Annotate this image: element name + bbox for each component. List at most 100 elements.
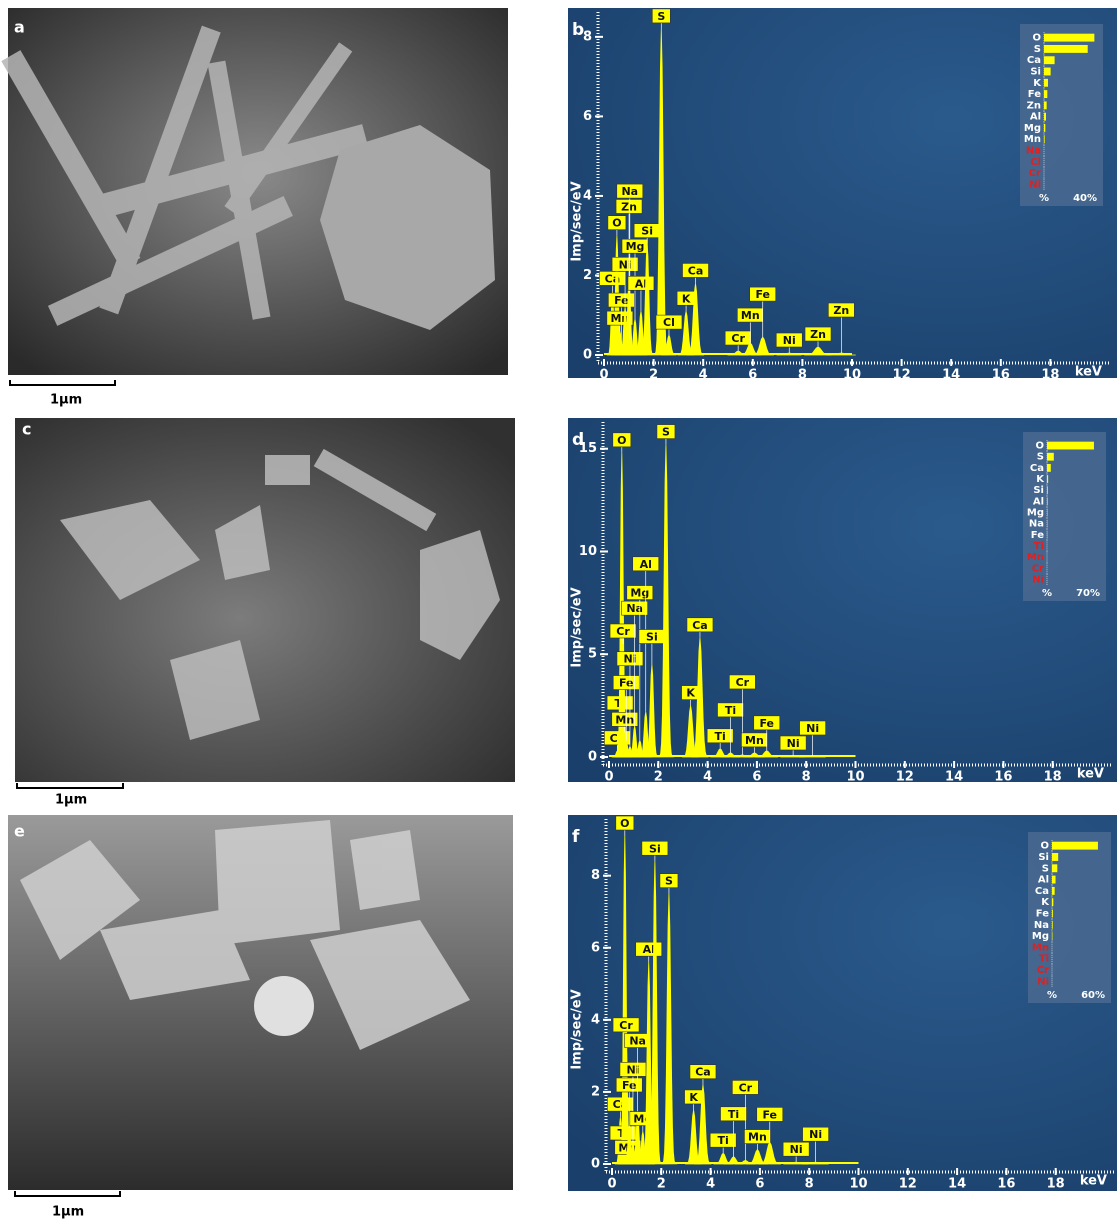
panel-label: f (572, 827, 580, 847)
panel-label: a (14, 18, 25, 37)
inset-bar (1044, 101, 1047, 109)
y-tick-label: 6 (583, 109, 592, 124)
x-tick-label: 16 (997, 1177, 1015, 1192)
inset-category: Zn (1027, 100, 1041, 111)
peak-label: K (682, 292, 691, 305)
inset-bar (1047, 442, 1094, 450)
inset-category: Ca (1027, 55, 1041, 66)
inset-category: Cl (1030, 157, 1041, 168)
inset-category: O (1032, 33, 1041, 44)
inset-bar (1052, 842, 1098, 850)
inset-category: Mn (1032, 942, 1049, 953)
inset-category: Mn (1027, 552, 1044, 563)
inset-category: Al (1030, 112, 1041, 123)
inset-category: Ca (1035, 886, 1049, 897)
peak-label: Cr (739, 1081, 753, 1094)
inset-category: Na (1029, 519, 1044, 530)
inset-category: Ni (1037, 976, 1049, 987)
inset-category: Mg (1024, 123, 1041, 134)
inset-axis-label: % (1047, 990, 1057, 1001)
inset-bar (1044, 68, 1051, 76)
panel-label: c (22, 420, 31, 439)
inset-bar (1052, 876, 1056, 884)
inset-category: K (1033, 78, 1042, 89)
y-tick-label: 2 (583, 268, 592, 283)
inset-axis-label: % (1039, 193, 1049, 204)
inset-tick-label: 40% (1073, 193, 1097, 204)
x-tick-label: 18 (1044, 770, 1062, 785)
peak-label: Mn (745, 734, 764, 747)
panel-label: e (14, 822, 25, 841)
x-tick-label: 6 (752, 770, 761, 785)
y-axis-label: Imp/sec/eV (570, 989, 585, 1069)
y-tick-label: 8 (583, 29, 592, 44)
peak-label: Ni (809, 1128, 822, 1141)
inset-category: Fe (1031, 530, 1044, 541)
peak-label: Mg (626, 240, 645, 253)
peak-label: Zn (833, 304, 849, 317)
peak-label: Na (621, 185, 638, 198)
inset-bar (1044, 113, 1046, 121)
inset-bar (1044, 79, 1048, 87)
inset-bar (1044, 34, 1094, 42)
x-tick-label: 0 (607, 1177, 616, 1192)
peak-label: S (662, 426, 670, 439)
peak-label: Si (646, 631, 658, 644)
inset-category: Al (1038, 875, 1049, 886)
x-tick-label: 2 (654, 770, 663, 785)
x-tick-label: 12 (896, 770, 914, 785)
peak-label: Cr (616, 625, 630, 638)
inset-category: Ti (1039, 954, 1049, 965)
x-tick-label: 10 (846, 770, 864, 785)
peak-label: Ca (688, 264, 704, 277)
x-tick-label: 4 (706, 1177, 715, 1192)
inset-category: Cr (1037, 965, 1049, 976)
peak-label: S (665, 875, 673, 888)
scale-bar-label: 1µm (55, 793, 87, 808)
peak-label: Fe (619, 677, 634, 690)
peak-label: O (620, 817, 629, 830)
x-tick-label: 16 (994, 770, 1012, 785)
peak-label: Ca (692, 619, 708, 632)
inset-category: O (1040, 841, 1049, 852)
x-tick-label: 6 (755, 1177, 764, 1192)
peak-label: K (686, 687, 695, 700)
x-tick-label: 8 (798, 368, 807, 383)
x-tick-label: 4 (699, 368, 708, 383)
y-tick-label: 10 (579, 544, 597, 559)
inset-tick-label: 60% (1081, 990, 1105, 1001)
inset-bar (1052, 853, 1058, 861)
peak-label: Na (626, 602, 643, 615)
sem-image: a (1, 8, 508, 375)
x-tick-label: 2 (649, 368, 658, 383)
inset-category: Fe (1036, 909, 1049, 920)
x-tick-label: 0 (599, 368, 608, 383)
peak-label: O (612, 217, 621, 230)
x-tick-label: 0 (604, 770, 613, 785)
inset-category: Si (1030, 67, 1041, 78)
x-tick-label: 10 (849, 1177, 867, 1192)
inset-bar (1047, 486, 1048, 494)
x-axis-label: keV (1080, 1174, 1107, 1189)
inset-bar (1044, 124, 1045, 132)
peak-label: Al (640, 558, 652, 571)
inset-category: Na (1034, 920, 1049, 931)
y-axis-label: Imp/sec/eV (570, 587, 585, 667)
peak-label: Cr (619, 1019, 633, 1032)
inset-category: Al (1033, 496, 1044, 507)
peak-label: Ti (725, 704, 736, 717)
inset-category: S (1034, 44, 1041, 55)
inset-category: O (1035, 441, 1044, 452)
inset-category: Mn (1024, 134, 1041, 145)
inset-bar (1047, 475, 1048, 483)
y-tick-label: 2 (591, 1084, 600, 1099)
x-tick-label: 14 (942, 368, 960, 383)
inset-category: Na (1026, 146, 1041, 157)
scale-bar-label: 1µm (50, 393, 82, 408)
inset-category: Cr (1032, 563, 1044, 574)
sem-image: e (8, 815, 513, 1190)
inset-category: K (1041, 897, 1050, 908)
y-tick-label: 0 (591, 1157, 600, 1172)
inset-category: Ca (1030, 463, 1044, 474)
x-tick-label: 12 (899, 1177, 917, 1192)
